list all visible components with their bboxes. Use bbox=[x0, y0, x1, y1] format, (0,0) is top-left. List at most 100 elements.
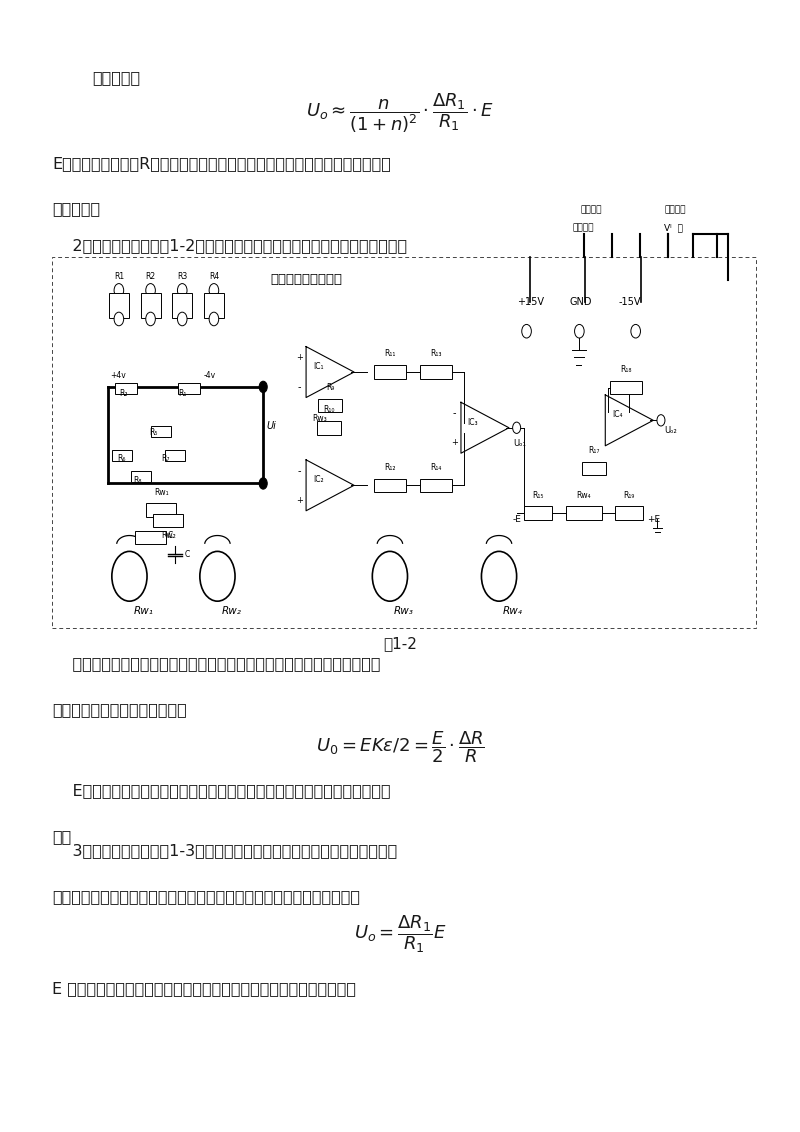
Bar bbox=[135, 531, 166, 544]
Text: +15V: +15V bbox=[517, 297, 544, 307]
Bar bbox=[615, 506, 643, 520]
Text: C: C bbox=[184, 549, 190, 558]
Circle shape bbox=[631, 325, 641, 338]
Text: Rw₁: Rw₁ bbox=[134, 606, 154, 616]
Circle shape bbox=[574, 325, 584, 338]
Text: 应变传感器实验模块: 应变传感器实验模块 bbox=[270, 273, 342, 285]
Bar bbox=[131, 471, 151, 482]
Bar bbox=[317, 421, 341, 435]
Text: R₈: R₈ bbox=[133, 477, 142, 484]
Text: +: + bbox=[451, 438, 458, 447]
Text: R₂: R₂ bbox=[119, 388, 127, 397]
Text: R₁₀: R₁₀ bbox=[323, 405, 334, 414]
Text: R2: R2 bbox=[146, 272, 156, 281]
Text: -: - bbox=[453, 408, 456, 418]
Bar bbox=[153, 514, 183, 528]
Circle shape bbox=[200, 551, 235, 601]
Text: Rw₃: Rw₃ bbox=[313, 413, 327, 422]
Text: 系。: 系。 bbox=[52, 829, 71, 843]
Text: 电源输出: 电源输出 bbox=[573, 223, 594, 232]
Text: 不同的接入邻边，当应变片初始值相等，变化量也相等时，其桥路输出：: 不同的接入邻边，当应变片初始值相等，变化量也相等时，其桥路输出： bbox=[52, 889, 360, 903]
Text: 数也相同时，半桥的输出电压为: 数也相同时，半桥的输出电压为 bbox=[52, 702, 186, 717]
Text: R₁₈: R₁₈ bbox=[620, 366, 631, 374]
Circle shape bbox=[114, 312, 124, 326]
Circle shape bbox=[112, 551, 147, 601]
Text: 接数显表: 接数显表 bbox=[665, 205, 686, 214]
Circle shape bbox=[209, 284, 218, 298]
Text: $U_0 = EK\varepsilon/2 = \dfrac{E}{2} \cdot \dfrac{\Delta R}{R}$: $U_0 = EK\varepsilon/2 = \dfrac{E}{2} \c… bbox=[315, 729, 485, 765]
Circle shape bbox=[146, 312, 155, 326]
Text: GND: GND bbox=[570, 297, 592, 307]
Text: -: - bbox=[298, 465, 302, 475]
Bar bbox=[114, 383, 137, 394]
Text: Rw₄: Rw₄ bbox=[503, 606, 523, 616]
Text: $U_o = \dfrac{\Delta R_1}{R_1} E$: $U_o = \dfrac{\Delta R_1}{R_1} E$ bbox=[354, 914, 446, 954]
Text: E 为电桥电源电压，上式表明，全桥输出灵敏度比半桥又提高了一倍。: E 为电桥电源电压，上式表明，全桥输出灵敏度比半桥又提高了一倍。 bbox=[52, 981, 356, 996]
Text: -15V: -15V bbox=[618, 297, 642, 307]
Bar bbox=[165, 449, 185, 461]
Text: IC₃: IC₃ bbox=[468, 418, 478, 427]
Text: C: C bbox=[168, 531, 173, 540]
Text: 非线性误差: 非线性误差 bbox=[52, 201, 100, 216]
Text: R3: R3 bbox=[177, 272, 187, 281]
Bar bbox=[610, 380, 642, 394]
Bar bbox=[141, 293, 161, 318]
Text: Rw₃: Rw₃ bbox=[394, 606, 414, 616]
Text: 电桥输出灵敏度提高，非线性得到改善，当两只应变片的阻值相同、应变: 电桥输出灵敏度提高，非线性得到改善，当两只应变片的阻值相同、应变 bbox=[52, 657, 381, 671]
Bar bbox=[151, 426, 171, 437]
Circle shape bbox=[657, 414, 665, 426]
Text: -: - bbox=[298, 381, 302, 392]
Circle shape bbox=[482, 551, 517, 601]
Text: +4v: +4v bbox=[110, 371, 126, 380]
Bar bbox=[178, 383, 201, 394]
Circle shape bbox=[513, 422, 521, 434]
Text: -4v: -4v bbox=[203, 371, 215, 380]
Text: E为电桥电源电压，上式表明，差动半桥输出与应变片阻值变化率呼线性关: E为电桥电源电压，上式表明，差动半桥输出与应变片阻值变化率呼线性关 bbox=[52, 783, 390, 798]
Text: +: + bbox=[296, 496, 303, 505]
Text: -E: -E bbox=[512, 515, 521, 524]
Text: 图1-2: 图1-2 bbox=[383, 636, 417, 651]
Circle shape bbox=[178, 312, 187, 326]
Text: R₁₇: R₁₇ bbox=[588, 446, 600, 455]
Text: E为电桥电源电压，R为固定电阻值，上式表明单臂电桥输出为非线性，存在着: E为电桥电源电压，R为固定电阻值，上式表明单臂电桥输出为非线性，存在着 bbox=[52, 156, 391, 171]
Bar bbox=[582, 462, 606, 475]
Text: +: + bbox=[296, 353, 303, 362]
Text: Rw₁: Rw₁ bbox=[154, 488, 169, 497]
Text: R₉: R₉ bbox=[326, 383, 334, 392]
Bar bbox=[566, 506, 602, 520]
Bar bbox=[172, 293, 192, 318]
Circle shape bbox=[522, 325, 531, 338]
Text: 其输出电压: 其输出电压 bbox=[92, 70, 140, 85]
Text: R1: R1 bbox=[114, 272, 124, 281]
Text: +E: +E bbox=[647, 515, 661, 524]
Bar bbox=[318, 398, 342, 412]
Text: R₁₉: R₁₉ bbox=[623, 490, 635, 499]
Text: R₇: R₇ bbox=[161, 454, 170, 463]
Circle shape bbox=[114, 284, 124, 298]
Text: $U_o \approx \dfrac{n}{(1+n)^2} \cdot \dfrac{\Delta R_1}{R_1} \cdot E$: $U_o \approx \dfrac{n}{(1+n)^2} \cdot \d… bbox=[306, 92, 494, 135]
Text: R₅: R₅ bbox=[149, 428, 158, 437]
Text: R₁₅: R₁₅ bbox=[532, 490, 543, 499]
Bar bbox=[109, 293, 129, 318]
Text: R₁₁: R₁₁ bbox=[384, 350, 396, 359]
Bar bbox=[420, 366, 452, 379]
Circle shape bbox=[209, 312, 218, 326]
Text: R₁₃: R₁₃ bbox=[430, 350, 442, 359]
Bar bbox=[204, 293, 224, 318]
Text: R4: R4 bbox=[209, 272, 219, 281]
Circle shape bbox=[146, 284, 155, 298]
Bar bbox=[524, 506, 552, 520]
Bar bbox=[374, 366, 406, 379]
Bar bbox=[374, 479, 406, 492]
Text: R₁₂: R₁₂ bbox=[384, 463, 396, 472]
Text: Rw₄: Rw₄ bbox=[576, 490, 591, 499]
Text: IC₁: IC₁ bbox=[313, 362, 323, 371]
Text: 3、全桥测量电路如图1-3，受力性质相同的两只应变片接到电桥的对边，: 3、全桥测量电路如图1-3，受力性质相同的两只应变片接到电桥的对边， bbox=[52, 843, 398, 858]
Text: Ui: Ui bbox=[266, 421, 277, 431]
Circle shape bbox=[372, 551, 407, 601]
Circle shape bbox=[259, 478, 267, 489]
Text: Uₒ₂: Uₒ₂ bbox=[665, 426, 678, 435]
Bar bbox=[420, 479, 452, 492]
Circle shape bbox=[178, 284, 187, 298]
Text: Rw₂: Rw₂ bbox=[222, 606, 242, 616]
